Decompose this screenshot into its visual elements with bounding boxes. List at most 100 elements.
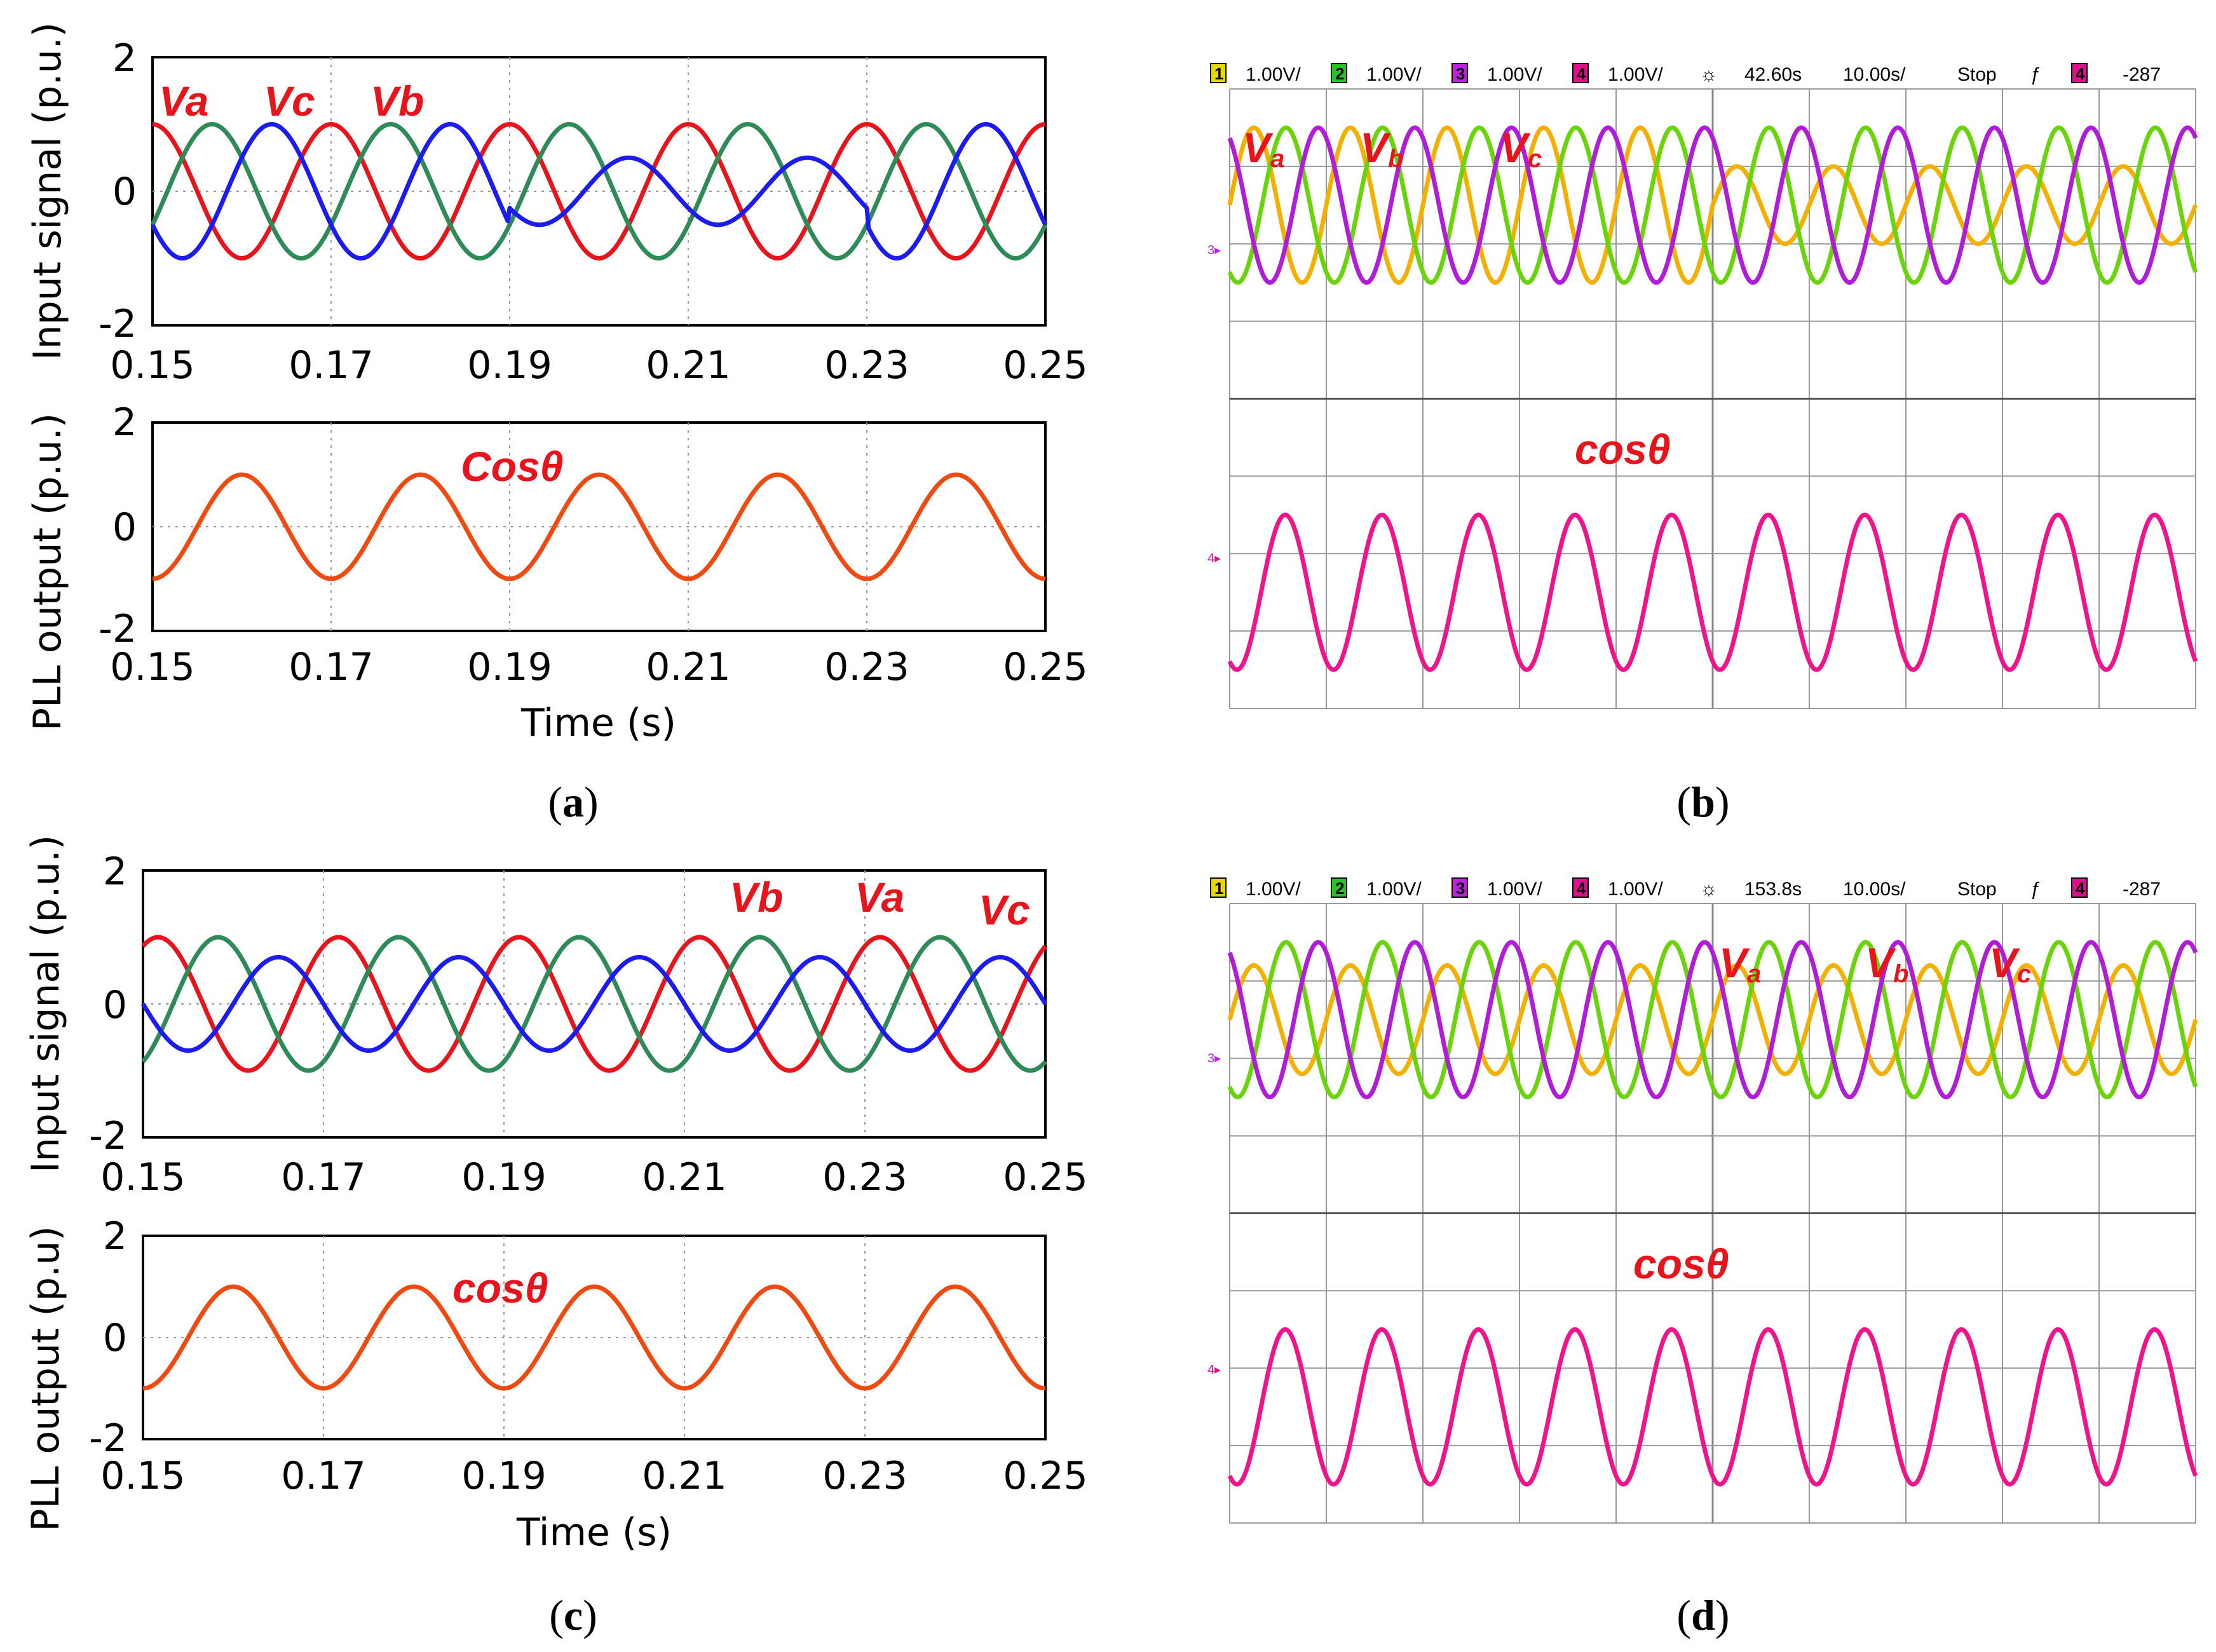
x-tick-label: 0.19 bbox=[461, 1155, 547, 1200]
y-axis-label: PLL output (p.u) bbox=[24, 1226, 68, 1531]
pll-label: cosθ bbox=[1633, 1240, 1729, 1287]
trigger-level: -287 bbox=[2123, 879, 2161, 900]
channel-3-scale: 1.00V/ bbox=[1487, 879, 1542, 900]
plot-frame bbox=[151, 421, 1047, 632]
x-tick-label: 0.25 bbox=[1003, 343, 1088, 388]
acquisition-sun-icon: ☼ bbox=[1700, 879, 1718, 900]
channel-4-number: 4 bbox=[1577, 64, 1586, 83]
channel-2-number: 2 bbox=[1335, 64, 1344, 83]
y-tick-label: 2 bbox=[103, 1214, 127, 1259]
signal-curves bbox=[141, 935, 1047, 1073]
series-line-cosθ bbox=[142, 1284, 1046, 1391]
x-tick-label: 0.17 bbox=[281, 1155, 366, 1200]
time-per-div: 10.00s/ bbox=[1843, 879, 1906, 900]
channel-4-marker: 4▸ bbox=[1207, 1363, 1221, 1377]
trigger-channel-icon bbox=[2071, 877, 2088, 898]
channel-4-scale: 1.00V/ bbox=[1608, 64, 1663, 85]
run-mode: Stop bbox=[1957, 64, 1997, 85]
time-position: 42.60s bbox=[1744, 64, 1802, 85]
x-tick-label: 0.21 bbox=[642, 1155, 727, 1200]
x-tick-label: 0.21 bbox=[646, 645, 731, 689]
channel-4-icon bbox=[1572, 877, 1589, 898]
signal-label-va: Va bbox=[855, 874, 904, 921]
panel-c-top-plot: 2 0 -2 0.15 0.17 0.19 0.21 0.23 0.25 Inp… bbox=[24, 835, 1088, 1200]
channel-4-marker: 4▸ bbox=[1207, 552, 1221, 565]
y-tick-label: 0 bbox=[112, 505, 137, 550]
trace-va bbox=[1227, 963, 2198, 1076]
trigger-channel-icon bbox=[2071, 63, 2088, 83]
channel-2-scale: 1.00V/ bbox=[1366, 879, 1422, 900]
time-position: 153.8s bbox=[1744, 879, 1802, 900]
plot-frame bbox=[151, 56, 1047, 327]
channel-1-number: 1 bbox=[1214, 64, 1223, 83]
x-tick-label: 0.25 bbox=[1003, 1155, 1088, 1200]
signal-label-vb: Vb bbox=[730, 874, 783, 921]
trigger-channel-number: 4 bbox=[2076, 879, 2085, 898]
y-tick-label: 2 bbox=[103, 850, 127, 894]
channel-3-number: 3 bbox=[1456, 64, 1465, 83]
channel-3-number: 3 bbox=[1456, 879, 1465, 898]
gridlines bbox=[143, 1236, 1045, 1439]
oscilloscope-grid bbox=[1229, 88, 2196, 709]
panel-b: 1 1.00V/ 2 1.00V/ 3 1.00V/ 4 1.00V/ ☼ 42… bbox=[1207, 57, 2202, 826]
channel-1-icon bbox=[1210, 877, 1227, 898]
channel-2-number: 2 bbox=[1335, 879, 1344, 898]
x-tick-label: 0.17 bbox=[289, 645, 374, 689]
trigger-edge-icon: ƒ bbox=[2030, 879, 2041, 900]
x-axis-label: Time (s) bbox=[516, 1510, 672, 1555]
signal-label-vb: Vb bbox=[1360, 124, 1403, 173]
channel-4-icon bbox=[1572, 63, 1589, 83]
series-line-cosθ bbox=[152, 472, 1046, 581]
oscilloscope-traces bbox=[1227, 940, 2198, 1487]
channel-4-number: 4 bbox=[1577, 879, 1586, 898]
panel-c-bottom-plot: 2 0 -2 0.15 0.17 0.19 0.21 0.23 0.25 PLL… bbox=[24, 1214, 1088, 1555]
signal-label-va: Va bbox=[159, 78, 208, 125]
series-line-vb bbox=[141, 935, 1047, 1073]
x-tick-label: 0.23 bbox=[824, 343, 909, 388]
signal-label-va: Va bbox=[1242, 124, 1284, 173]
panel-caption: (a) bbox=[548, 778, 598, 826]
y-tick-label: 2 bbox=[112, 400, 137, 445]
acquisition-sun-icon: ☼ bbox=[1700, 64, 1718, 85]
trigger-level: -287 bbox=[2123, 64, 2161, 85]
panel-caption: (d) bbox=[1676, 1591, 1729, 1639]
x-axis-label: Time (s) bbox=[520, 701, 676, 745]
time-per-div: 10.00s/ bbox=[1843, 64, 1906, 85]
signal-label-vc: Vc bbox=[1500, 124, 1542, 173]
y-tick-label: -2 bbox=[89, 1416, 127, 1461]
pll-curve bbox=[152, 472, 1046, 581]
signal-label-vb: Vb bbox=[1865, 939, 1908, 988]
signal-label-vc: Vc bbox=[264, 78, 315, 125]
oscilloscope-header: 1 1.00V/ 2 1.00V/ 3 1.00V/ 4 1.00V/ ☼ 42… bbox=[1210, 57, 2177, 89]
y-axis-label: Input signal (p.u.) bbox=[25, 22, 70, 360]
x-tick-label: 0.17 bbox=[289, 343, 374, 388]
x-tick-label: 0.15 bbox=[110, 645, 195, 689]
x-tick-label: 0.15 bbox=[100, 1454, 186, 1498]
x-tick-label: 0.15 bbox=[110, 343, 195, 388]
channel-3-scale: 1.00V/ bbox=[1487, 64, 1542, 85]
panel-caption: (b) bbox=[1676, 778, 1729, 826]
panel-a-top-plot: 2 0 -2 0.15 0.17 0.19 0.21 0.23 0.25 Inp… bbox=[25, 22, 1088, 388]
gridlines bbox=[153, 57, 1045, 325]
x-tick-label: 0.17 bbox=[281, 1454, 366, 1498]
channel-3-marker: 3▸ bbox=[1207, 1052, 1221, 1066]
trigger-edge-icon: ƒ bbox=[2030, 64, 2041, 85]
series-line-va bbox=[141, 935, 1047, 1073]
x-tick-label: 0.21 bbox=[642, 1454, 727, 1498]
panel-d: 1 1.00V/ 2 1.00V/ 3 1.00V/ 4 1.00V/ ☼ 15… bbox=[1207, 872, 2202, 1639]
pll-label: cosθ bbox=[1575, 426, 1671, 473]
pll-label: Cosθ bbox=[461, 443, 564, 490]
trace-vb bbox=[1227, 125, 2198, 285]
x-tick-label: 0.25 bbox=[1003, 645, 1088, 689]
x-tick-label: 0.21 bbox=[646, 343, 731, 388]
oscilloscope-screen bbox=[1211, 904, 2202, 1526]
x-tick-label: 0.23 bbox=[822, 1454, 907, 1498]
signal-label-vc: Vc bbox=[1989, 939, 2031, 988]
oscilloscope-grid bbox=[1229, 903, 2196, 1524]
trace-va bbox=[1227, 125, 2198, 285]
panel-a-bottom-plot: 2 0 -2 0.15 0.17 0.19 0.21 0.23 0.25 PLL… bbox=[25, 400, 1088, 745]
signal-curves bbox=[150, 122, 1048, 261]
x-tick-label: 0.23 bbox=[824, 645, 909, 689]
channel-4-scale: 1.00V/ bbox=[1608, 879, 1663, 900]
channel-3-icon bbox=[1451, 877, 1468, 898]
